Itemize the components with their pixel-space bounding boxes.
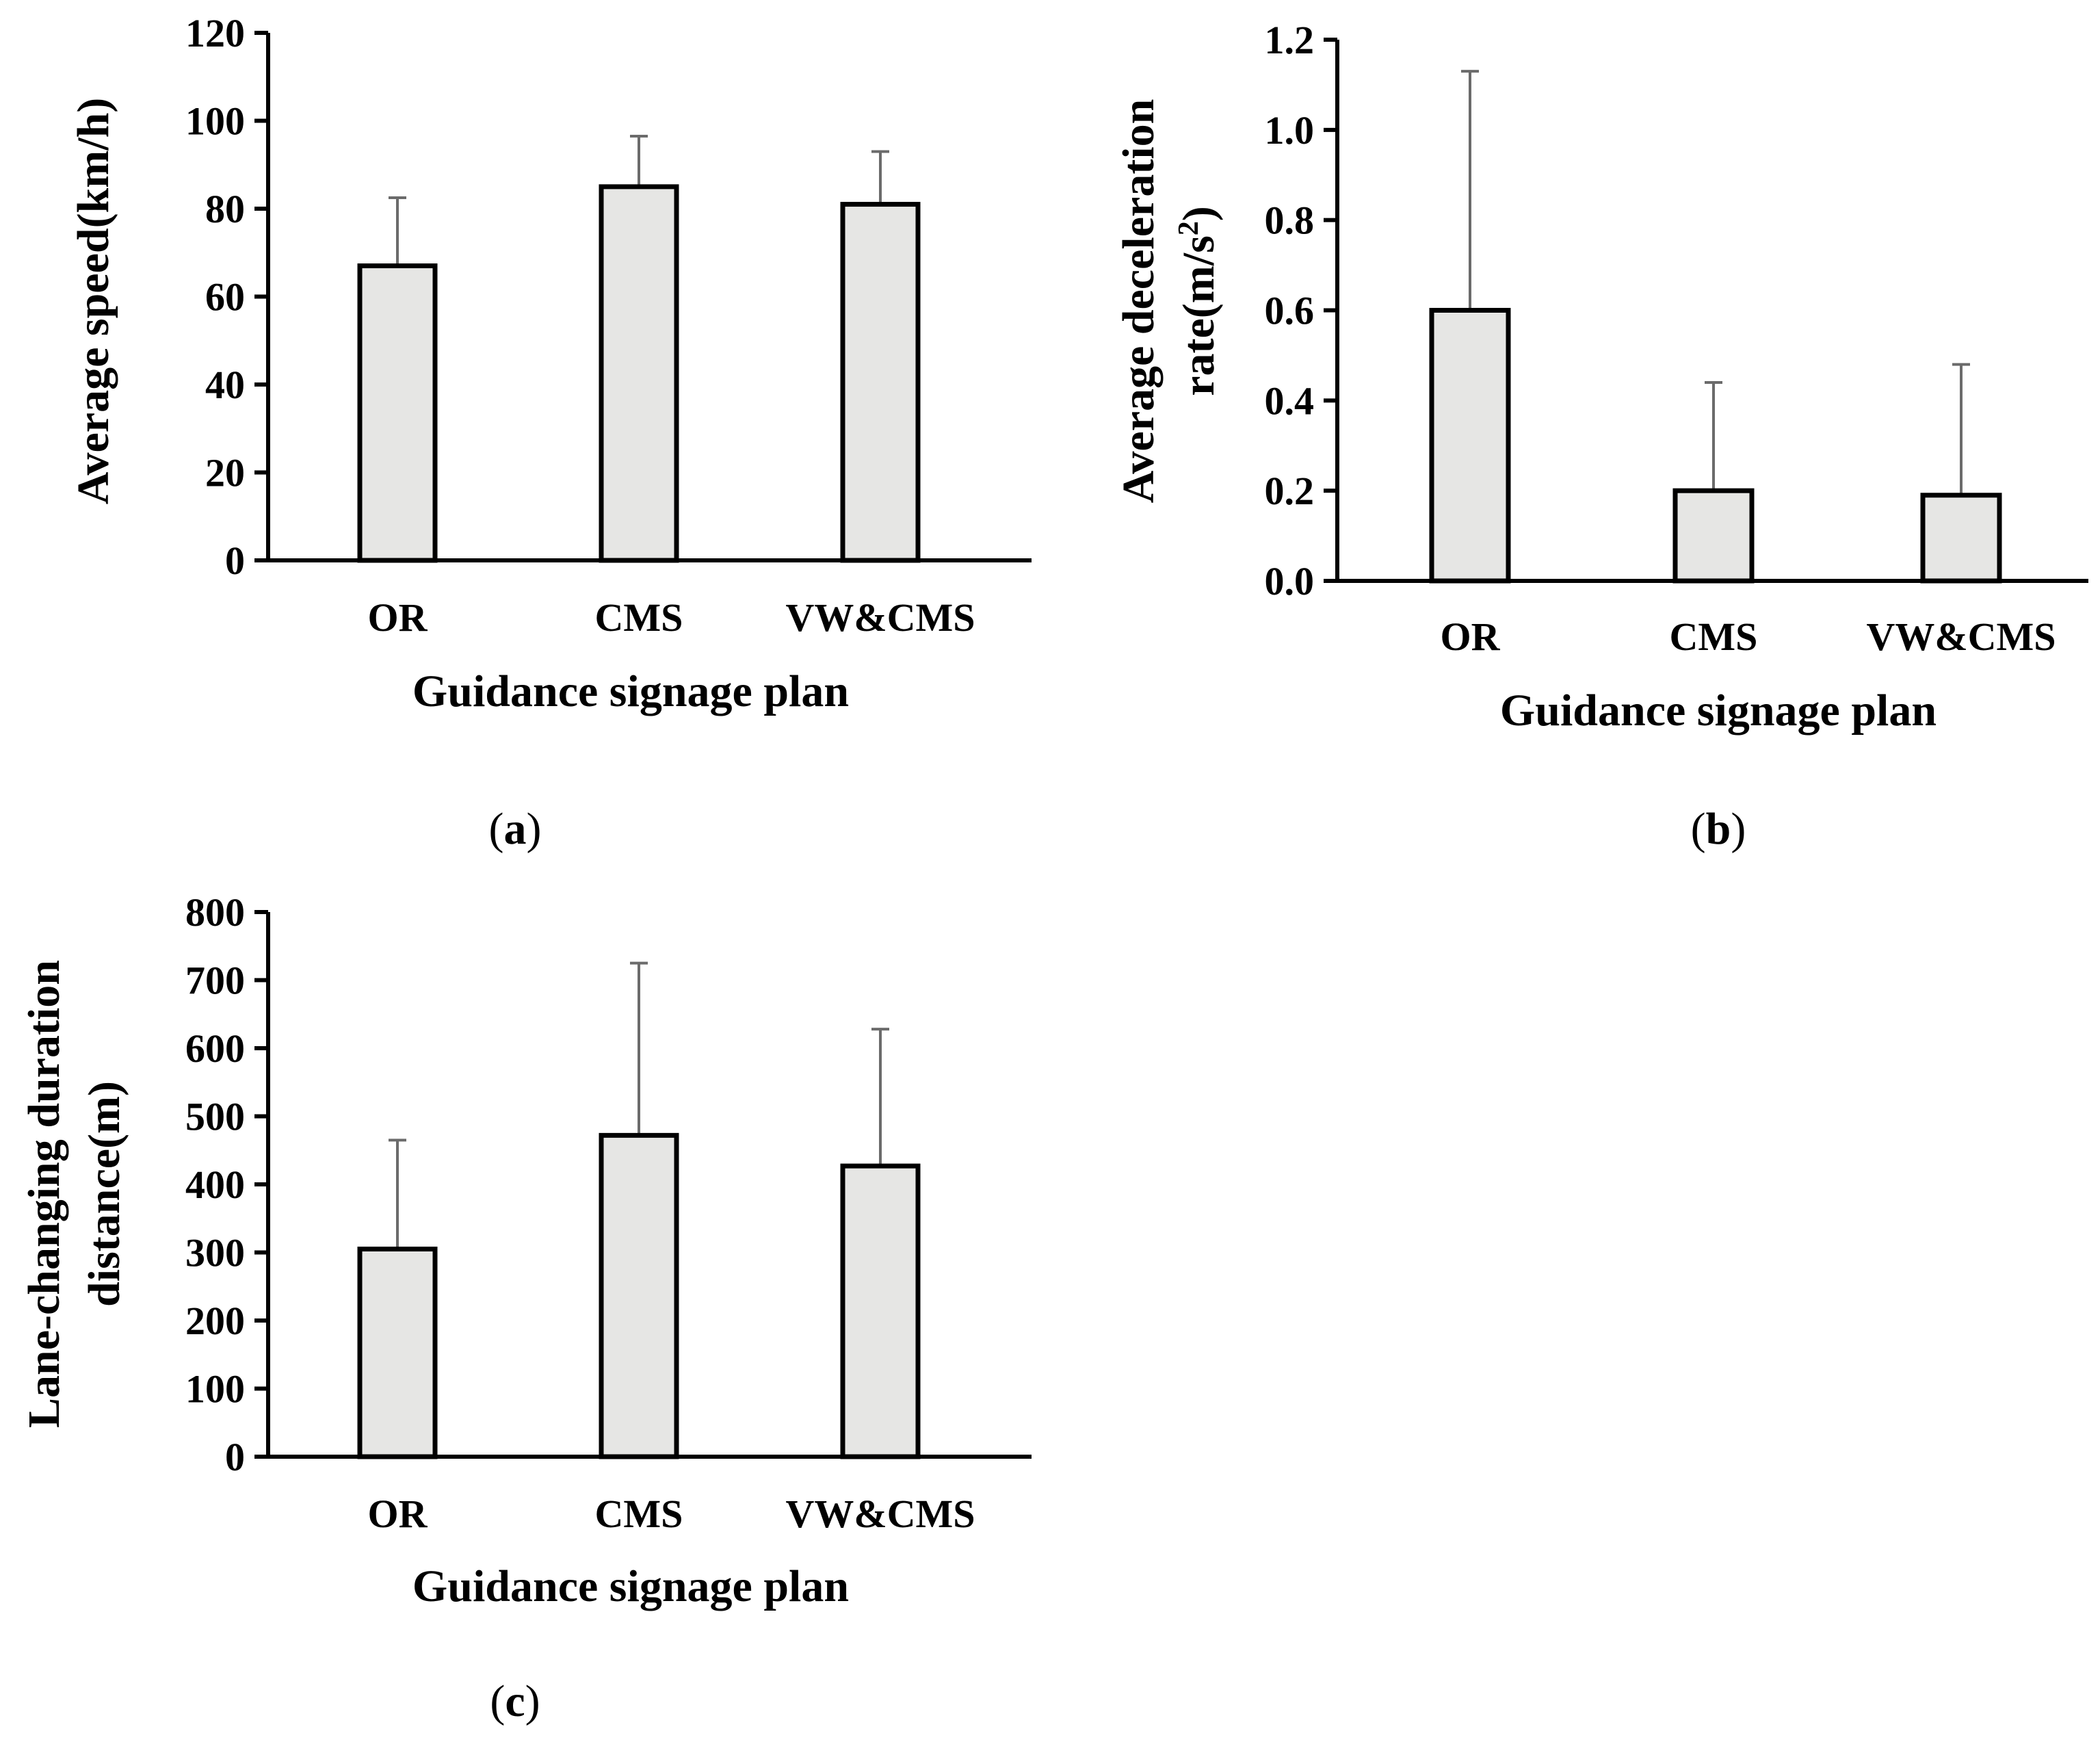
panel-b: Average deceleration rate(m/s2) 0.00.20.…	[1114, 18, 2088, 854]
panel-b-bars	[1429, 308, 2002, 584]
panel-c-category-labels: OR CMS VW&CMS	[368, 1492, 975, 1536]
panel-a-ytick-label: 100	[185, 99, 245, 144]
panel-a: Average speed(km/h) 0 20 40 60 80 100 120 OR CM…	[68, 11, 1032, 854]
panel-a-category-label: VW&CMS	[785, 595, 975, 640]
panel-b-ylabel-line1: Average deceleration	[1114, 99, 1164, 504]
panel-a-ytick-label: 20	[205, 451, 245, 495]
panel-b-xlabel: Guidance signage plan	[1500, 686, 1937, 736]
panel-c-bar	[840, 1163, 921, 1459]
panel-b-ytick-label: 1.0	[1265, 108, 1315, 153]
panel-c-ytick-label: 100	[185, 1367, 245, 1412]
panel-c: Lane-changing duration distance(m) 0 100 2…	[19, 890, 1032, 1726]
panel-c-ticks: 0 100 200 300 400 500 600 700 800	[185, 890, 268, 1479]
panel-c-ytick-label: 400	[185, 1162, 245, 1207]
panel-a-category-label: CMS	[595, 595, 683, 640]
panel-b-ylabel-line2: rate(m/s2)	[1173, 206, 1224, 396]
panel-a-ylabel: Average speed(km/h)	[68, 98, 118, 505]
panel-a-category-label: OR	[368, 595, 428, 640]
panel-b-category-label: VW&CMS	[1866, 614, 2056, 659]
panel-c-xlabel: Guidance signage plan	[412, 1561, 849, 1611]
panel-a-ytick-label: 40	[205, 363, 245, 407]
panel-b-ytick-label: 1.2	[1265, 18, 1315, 62]
panel-c-ylabel-line1: Lane-changing duration	[19, 960, 69, 1428]
panel-c-ytick-label: 300	[185, 1231, 245, 1275]
panel-c-ytick-label: 700	[185, 959, 245, 1003]
panel-b-ytick-label: 0.6	[1265, 289, 1315, 333]
panel-c-ytick-label: 200	[185, 1299, 245, 1343]
panel-c-bar	[599, 1132, 679, 1459]
panel-c-category-label: OR	[368, 1492, 428, 1536]
panel-a-label: (a)	[489, 804, 542, 854]
panel-c-ylabel-line2: distance(m)	[79, 1081, 129, 1307]
panel-c-category-label: VW&CMS	[785, 1492, 975, 1536]
panel-c-ytick-label: 800	[185, 890, 245, 935]
panel-c-category-label: CMS	[595, 1492, 683, 1536]
panel-a-bar	[599, 184, 679, 563]
panel-a-ytick-label: 60	[205, 275, 245, 320]
panel-a-ticks: 0 20 40 60 80 100 120	[185, 11, 268, 583]
panel-b-ticks: 0.0 0.2 0.4 0.6 0.8 1.0 1.2	[1265, 18, 1337, 603]
panel-b-bar	[1920, 493, 2002, 584]
panel-b-category-labels: OR CMS VW&CMS	[1441, 614, 2056, 659]
panel-a-category-labels: OR CMS VW&CMS	[368, 595, 975, 640]
panel-a-bar	[840, 202, 921, 563]
panel-a-bars	[357, 184, 921, 563]
panel-b-category-label: OR	[1441, 614, 1501, 659]
panel-b-bar	[1672, 488, 1755, 584]
panel-c-ytick-label: 600	[185, 1026, 245, 1071]
panel-b-label: (b)	[1691, 804, 1746, 854]
panel-a-ytick-label: 120	[185, 11, 245, 55]
panel-c-ytick-label: 500	[185, 1095, 245, 1139]
panel-c-label: (c)	[490, 1676, 540, 1726]
panel-b-ytick-label: 0.4	[1265, 378, 1315, 423]
panel-a-bar	[357, 263, 438, 563]
panel-a-ytick-label: 0	[225, 538, 245, 583]
panel-b-ytick-label: 0.8	[1265, 198, 1315, 243]
panel-b-category-label: CMS	[1670, 614, 1758, 659]
panel-b-ytick-label: 0.0	[1265, 559, 1315, 603]
panel-c-bars	[357, 1132, 921, 1459]
panel-b-bar	[1429, 308, 1511, 584]
panel-b-ytick-label: 0.2	[1265, 469, 1315, 513]
panel-c-bar	[357, 1247, 438, 1459]
panel-c-ytick-label: 0	[225, 1435, 245, 1479]
panel-a-xlabel: Guidance signage plan	[412, 666, 849, 716]
panel-a-ytick-label: 80	[205, 187, 245, 231]
